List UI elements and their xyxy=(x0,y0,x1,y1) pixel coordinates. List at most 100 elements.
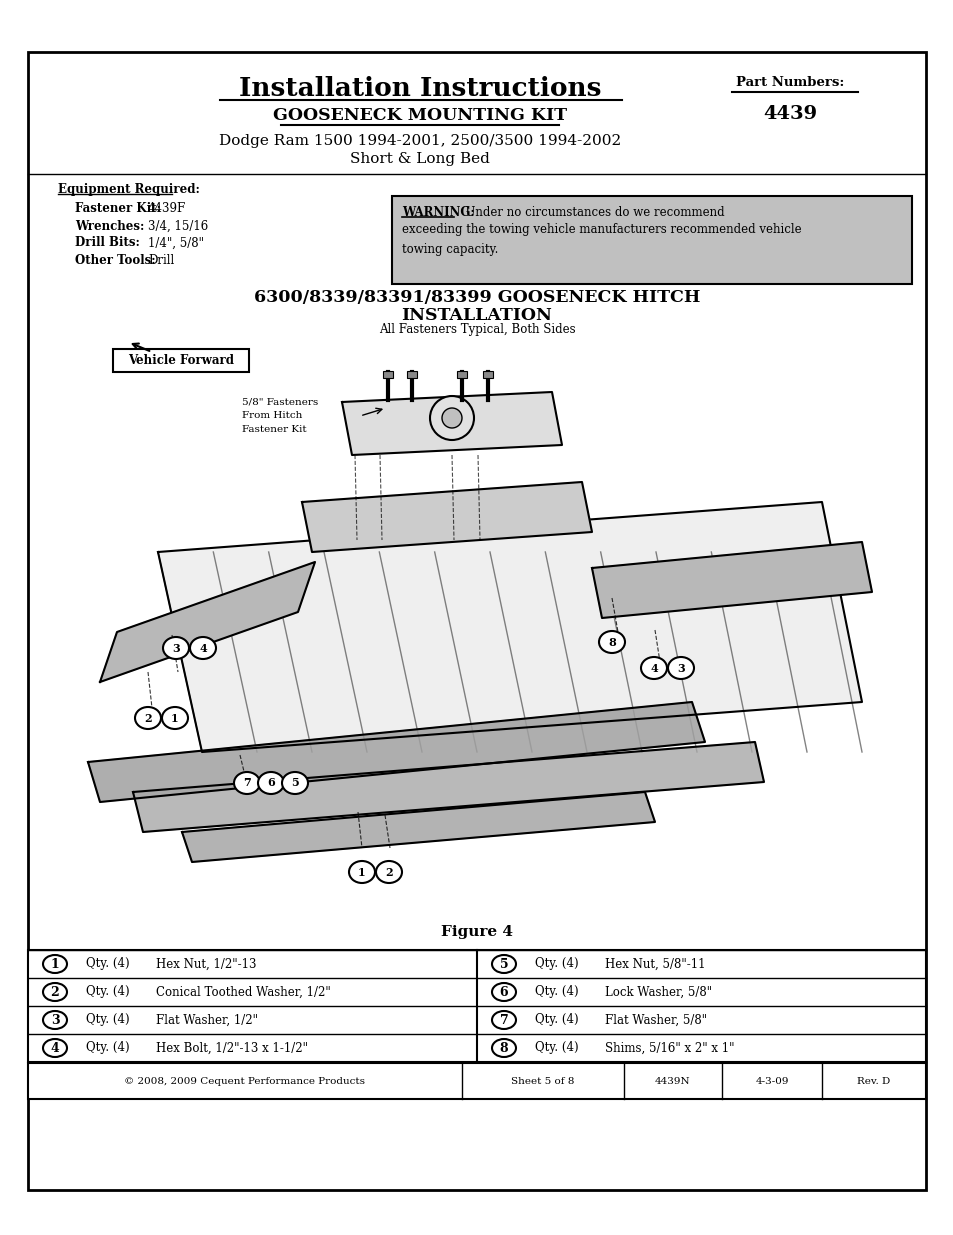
Text: 6: 6 xyxy=(499,986,508,999)
Text: Under no circumstances do we recommend: Under no circumstances do we recommend xyxy=(457,205,724,219)
Ellipse shape xyxy=(43,955,67,973)
Text: Conical Toothed Washer, 1/2": Conical Toothed Washer, 1/2" xyxy=(156,986,331,999)
Text: 3/4, 15/16: 3/4, 15/16 xyxy=(148,220,208,232)
Text: Hex Nut, 1/2"-13: Hex Nut, 1/2"-13 xyxy=(156,957,256,971)
FancyBboxPatch shape xyxy=(392,196,911,284)
Text: exceeding the towing vehicle manufacturers recommended vehicle: exceeding the towing vehicle manufacture… xyxy=(401,224,801,236)
Text: GOOSENECK MOUNTING KIT: GOOSENECK MOUNTING KIT xyxy=(273,107,566,125)
Text: Fastener Kit:: Fastener Kit: xyxy=(75,203,161,215)
Ellipse shape xyxy=(598,631,624,653)
Text: Wrenches:: Wrenches: xyxy=(75,220,144,232)
Ellipse shape xyxy=(43,1011,67,1029)
Text: Flat Washer, 1/2": Flat Washer, 1/2" xyxy=(156,1014,257,1026)
Text: 7: 7 xyxy=(243,778,251,788)
Text: Qty. (4): Qty. (4) xyxy=(86,1041,130,1055)
FancyBboxPatch shape xyxy=(407,370,416,378)
Text: 1/4", 5/8": 1/4", 5/8" xyxy=(148,236,204,249)
Text: 8: 8 xyxy=(499,1041,508,1055)
Text: 4: 4 xyxy=(51,1041,59,1055)
Text: 4439F: 4439F xyxy=(148,203,186,215)
Text: All Fasteners Typical, Both Sides: All Fasteners Typical, Both Sides xyxy=(378,324,575,336)
Text: Equipment Required:: Equipment Required: xyxy=(58,183,200,195)
Text: 4439: 4439 xyxy=(762,105,816,124)
Text: 3: 3 xyxy=(51,1014,59,1026)
Text: 2: 2 xyxy=(51,986,59,999)
FancyBboxPatch shape xyxy=(456,370,467,378)
Text: 4439N: 4439N xyxy=(655,1077,690,1086)
Ellipse shape xyxy=(492,955,516,973)
Text: 2: 2 xyxy=(144,713,152,724)
Text: Figure 4: Figure 4 xyxy=(440,925,513,939)
Ellipse shape xyxy=(640,657,666,679)
Text: Drill: Drill xyxy=(148,253,174,267)
Ellipse shape xyxy=(43,983,67,1002)
Text: Qty. (4): Qty. (4) xyxy=(86,1014,130,1026)
Text: 3: 3 xyxy=(677,662,684,673)
Ellipse shape xyxy=(282,772,308,794)
Text: 4: 4 xyxy=(199,642,207,653)
Ellipse shape xyxy=(43,1039,67,1057)
Text: Lock Washer, 5/8": Lock Washer, 5/8" xyxy=(604,986,711,999)
Text: © 2008, 2009 Cequent Performance Products: © 2008, 2009 Cequent Performance Product… xyxy=(125,1077,365,1086)
Text: Qty. (4): Qty. (4) xyxy=(86,957,130,971)
Text: Qty. (4): Qty. (4) xyxy=(535,957,578,971)
Polygon shape xyxy=(302,482,592,552)
Polygon shape xyxy=(341,391,561,454)
Text: Qty. (4): Qty. (4) xyxy=(535,1014,578,1026)
Text: Shims, 5/16" x 2" x 1": Shims, 5/16" x 2" x 1" xyxy=(604,1041,734,1055)
Text: 5/8" Fasteners: 5/8" Fasteners xyxy=(242,398,318,406)
Text: Part Numbers:: Part Numbers: xyxy=(735,77,843,89)
Ellipse shape xyxy=(492,1011,516,1029)
Ellipse shape xyxy=(375,861,401,883)
FancyBboxPatch shape xyxy=(28,950,925,1062)
Text: 4: 4 xyxy=(649,662,658,673)
Ellipse shape xyxy=(135,706,161,729)
FancyBboxPatch shape xyxy=(28,1063,925,1099)
Text: Flat Washer, 5/8": Flat Washer, 5/8" xyxy=(604,1014,706,1026)
Polygon shape xyxy=(182,792,655,862)
Text: 8: 8 xyxy=(607,636,616,647)
Text: Other Tools:: Other Tools: xyxy=(75,253,155,267)
Ellipse shape xyxy=(162,706,188,729)
Polygon shape xyxy=(592,542,871,618)
Text: 6300/8339/83391/83399 GOOSENECK HITCH: 6300/8339/83391/83399 GOOSENECK HITCH xyxy=(253,289,700,306)
Text: Drill Bits:: Drill Bits: xyxy=(75,236,140,249)
Text: Hex Bolt, 1/2"-13 x 1-1/2": Hex Bolt, 1/2"-13 x 1-1/2" xyxy=(156,1041,308,1055)
FancyBboxPatch shape xyxy=(382,370,393,378)
Text: WARNING:: WARNING: xyxy=(401,205,475,219)
Ellipse shape xyxy=(492,1039,516,1057)
Text: 4-3-09: 4-3-09 xyxy=(755,1077,788,1086)
FancyBboxPatch shape xyxy=(28,52,925,1191)
FancyBboxPatch shape xyxy=(482,370,493,378)
Text: Rev. D: Rev. D xyxy=(857,1077,890,1086)
Text: Hex Nut, 5/8"-11: Hex Nut, 5/8"-11 xyxy=(604,957,705,971)
Text: Qty. (4): Qty. (4) xyxy=(86,986,130,999)
Text: Dodge Ram 1500 1994-2001, 2500/3500 1994-2002: Dodge Ram 1500 1994-2001, 2500/3500 1994… xyxy=(218,135,620,148)
Text: Fastener Kit: Fastener Kit xyxy=(242,426,306,435)
Ellipse shape xyxy=(667,657,693,679)
Text: 5: 5 xyxy=(499,957,508,971)
Circle shape xyxy=(430,396,474,440)
Text: INSTALLATION: INSTALLATION xyxy=(401,306,552,324)
Polygon shape xyxy=(132,742,763,832)
Text: 1: 1 xyxy=(171,713,178,724)
Text: 1: 1 xyxy=(357,867,365,878)
Circle shape xyxy=(441,408,461,429)
Text: 6: 6 xyxy=(267,778,274,788)
Polygon shape xyxy=(100,562,314,682)
Ellipse shape xyxy=(163,637,189,659)
Text: Sheet 5 of 8: Sheet 5 of 8 xyxy=(511,1077,574,1086)
Ellipse shape xyxy=(257,772,284,794)
Ellipse shape xyxy=(492,983,516,1002)
Text: Short & Long Bed: Short & Long Bed xyxy=(350,152,490,165)
Ellipse shape xyxy=(190,637,215,659)
Text: 1: 1 xyxy=(51,957,59,971)
Ellipse shape xyxy=(349,861,375,883)
Polygon shape xyxy=(158,501,862,752)
Polygon shape xyxy=(88,701,704,802)
Text: 5: 5 xyxy=(291,778,298,788)
Text: Qty. (4): Qty. (4) xyxy=(535,1041,578,1055)
Ellipse shape xyxy=(233,772,260,794)
Text: Qty. (4): Qty. (4) xyxy=(535,986,578,999)
Text: 3: 3 xyxy=(172,642,180,653)
